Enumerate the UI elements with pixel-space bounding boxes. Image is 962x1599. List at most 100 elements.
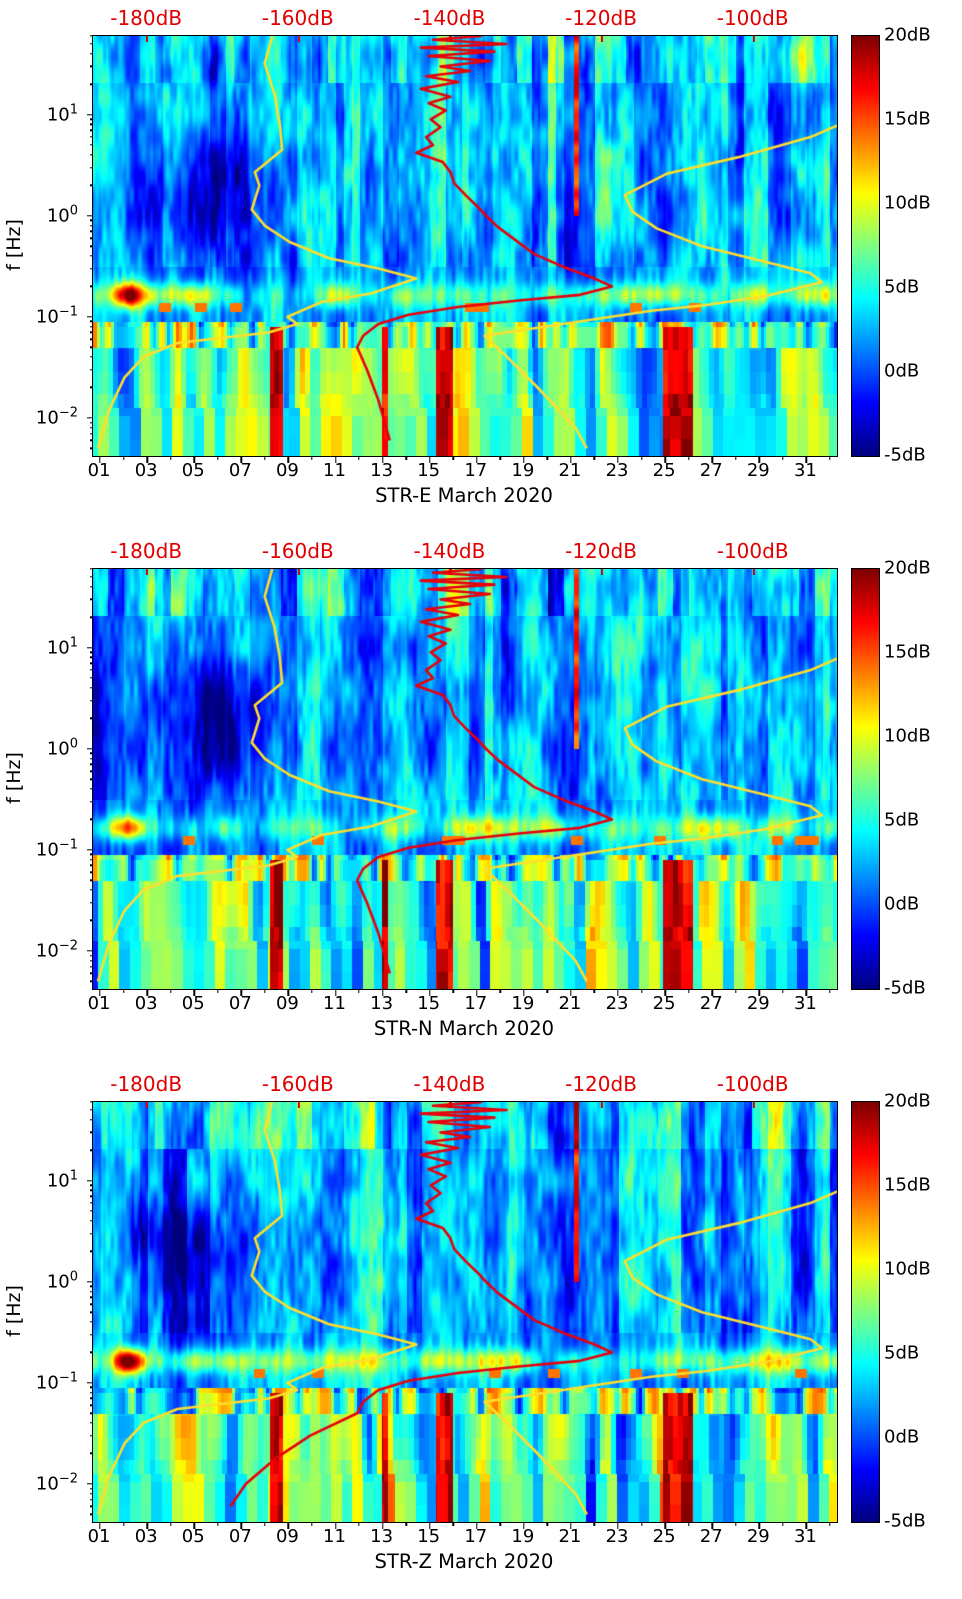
x-tick [193,456,195,463]
x-tick [640,989,643,993]
x-tick-label: 21 [558,1526,582,1547]
y-tick [89,1131,93,1134]
colorbar-tick-label: -5dB [884,1510,926,1532]
x-tick [169,456,172,460]
x-tick [711,456,713,463]
y-tick-label: 10−2 [35,938,78,962]
y-tick [89,757,93,760]
x-tick [99,456,101,463]
x-tick [664,1522,666,1529]
x-tick-label: 11 [323,993,346,1014]
x-tick-label: 05 [181,460,205,481]
y-tick [89,1487,93,1490]
y-tick-label: 10−2 [35,1471,78,1495]
x-tick [593,989,596,993]
y-tick [89,83,93,85]
x-tick-label: 19 [511,460,535,481]
y-tick [89,331,93,334]
x-tick-label: 29 [746,1526,770,1547]
y-tick-label: 10−1 [35,1370,78,1394]
y-tick [86,215,93,217]
top-db-label: -180dB [110,539,183,563]
top-db-label: -100dB [716,6,789,30]
y-tick [89,325,93,328]
y-tick [89,1386,93,1389]
x-tick [546,989,549,993]
top-db-tick [752,1102,755,1108]
y-tick [86,1382,93,1384]
y-tick [89,1202,93,1204]
x-tick-label: 23 [605,993,629,1014]
x-tick [593,456,596,460]
y-tick [89,677,93,679]
x-tick [405,456,407,460]
x-tick [169,989,172,993]
x-tick [476,456,478,463]
top-db-tick [297,569,300,575]
x-tick-label: 07 [228,460,252,481]
panel-str-e: -180dB -160dB -140dB -120dB -100dB f [Hz] 10… [0,0,962,533]
top-db-tick [600,36,604,42]
y-tick [89,1285,93,1288]
y-tick [89,778,93,780]
x-tick [640,1522,643,1526]
colorbar-tick-label: 0dB [884,893,920,915]
y-tick [89,1210,93,1212]
top-db-label: -100dB [716,539,789,563]
x-tick-label: 21 [558,460,582,481]
x-tick [334,456,337,463]
y-tick [89,255,93,257]
y-tick [89,752,93,755]
y-tick [89,123,93,126]
spectrogram-canvas [93,36,837,456]
y-tick [89,1303,93,1305]
y-tick [89,421,93,424]
top-db-tick [297,1102,300,1108]
x-tick [805,456,808,463]
x-tick [664,456,666,463]
y-tick [89,770,93,772]
y-tick [89,285,93,288]
top-db-label: -160dB [261,539,334,563]
colorbar-tick-label: -5dB [884,977,926,999]
y-tick-labels: 101 100 10−1 10−2 [0,568,86,988]
x-tick [358,989,360,993]
y-tick [89,184,93,187]
y-tick [89,960,93,962]
y-tick [89,919,93,922]
x-tick-label: 03 [134,993,158,1014]
x-tick [217,1522,219,1526]
x-tick-label: 25 [652,993,676,1014]
spectrogram-plot [86,35,838,463]
top-db-tick [449,569,452,575]
y-tick [89,35,93,37]
y-tick [89,879,93,881]
x-tick [758,989,760,996]
y-tick [89,245,93,247]
x-tick [499,456,502,460]
y-tick [89,65,93,68]
colorbar-tick-label: 5dB [884,276,920,298]
y-tick [89,129,93,132]
x-tick-label: 25 [652,460,676,481]
y-tick [89,368,93,371]
colorbar-tick-label: 5dB [884,1342,920,1364]
spectrogram-plot [86,568,838,996]
y-tick [89,800,93,803]
x-tick [381,456,384,463]
x-tick-label: 31 [793,460,817,481]
y-tick [89,1220,93,1222]
y-tick-label: 10−1 [35,304,78,328]
x-tick-label: 05 [181,1526,205,1547]
y-tick-label: 101 [46,635,78,659]
colorbar-tick-labels: 20dB 15dB 10dB 5dB 0dB -5dB [884,558,959,999]
x-tick [287,1522,290,1529]
top-db-label: -120dB [565,6,637,30]
y-tick [86,849,93,851]
x-tick [311,1522,313,1526]
x-tick [217,456,219,460]
x-tick-label: 23 [605,1526,629,1547]
x-tick-label: 15 [417,993,441,1014]
y-tick [89,662,93,665]
colorbar [851,35,880,457]
